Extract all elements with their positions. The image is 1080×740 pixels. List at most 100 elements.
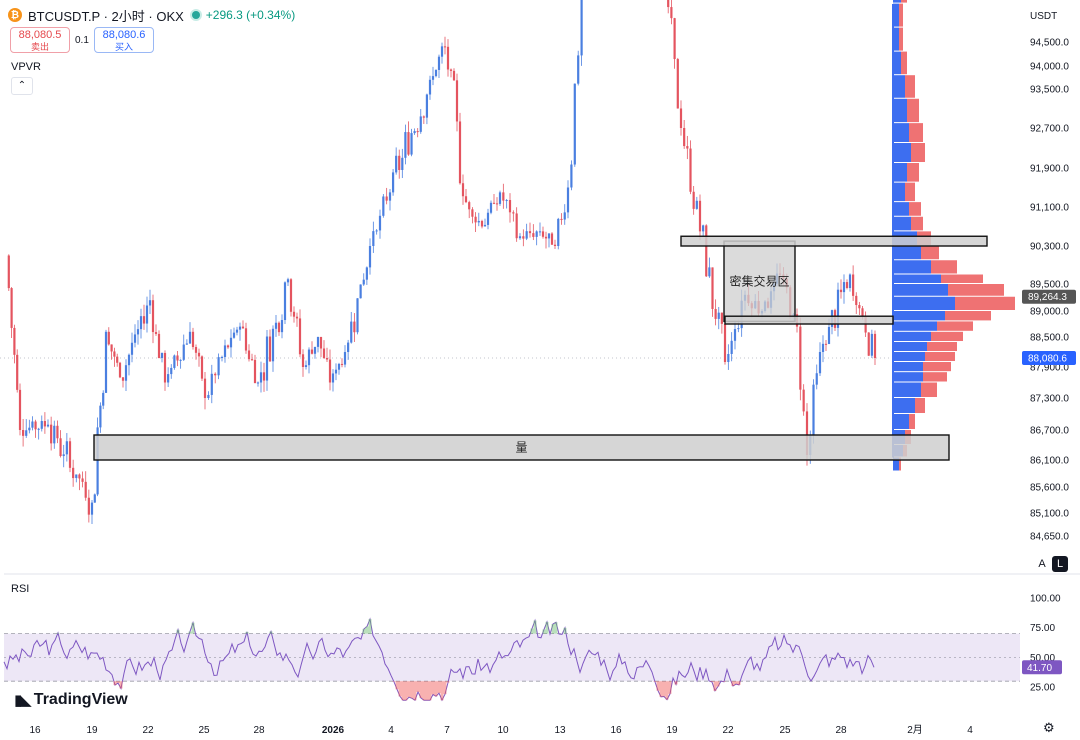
chevron-up-icon[interactable]: ⌃ [11, 77, 33, 95]
vp-down-bar [925, 352, 955, 361]
vp-up-bar [893, 51, 901, 75]
candle-body [428, 79, 432, 95]
vp-down-bar [905, 182, 915, 202]
vp-up-bar [893, 3, 899, 27]
price-tick-label: 84,650.0 [1030, 532, 1069, 543]
candle-body [573, 83, 576, 165]
candle-body [359, 284, 362, 299]
candle-body [223, 345, 227, 357]
candle-body [292, 311, 296, 317]
candle-body [404, 132, 407, 158]
zone-box [723, 240, 796, 323]
candle-body [13, 327, 16, 355]
candle-body [102, 392, 105, 406]
candle-body [815, 373, 818, 385]
price-tick-label: 87,300.0 [1030, 394, 1069, 405]
candle-body [398, 155, 401, 170]
candle-body [214, 373, 217, 376]
buy-label: 买入 [114, 42, 133, 52]
auto-scale-button[interactable]: A [1038, 558, 1046, 570]
candle-body [289, 279, 293, 312]
vp-up-bar [893, 342, 927, 351]
candle-body [18, 389, 22, 430]
candle-body [197, 352, 201, 357]
candle-body [480, 220, 484, 227]
candle-body [416, 131, 419, 133]
candle-body [802, 389, 805, 412]
candle-body [337, 363, 341, 370]
candle-body [96, 427, 99, 495]
candle-body [316, 337, 320, 347]
vpvr-indicator-label[interactable]: VPVR [11, 61, 41, 73]
tradingview-logo[interactable]: ▮◣ TradingView [14, 691, 128, 709]
buy-price: 88,080.6 [102, 29, 146, 41]
vp-up-bar [893, 372, 923, 382]
rsi-indicator-label[interactable]: RSI [11, 583, 30, 595]
vp-up-bar [893, 352, 925, 361]
candle-body [557, 218, 560, 246]
candle-body [563, 212, 566, 220]
gear-icon[interactable]: ⚙ [1043, 720, 1055, 735]
candle-body [331, 373, 335, 383]
candle-body [194, 347, 198, 353]
candle-body [319, 337, 323, 349]
candle-body [107, 331, 110, 345]
vp-down-bar [941, 274, 983, 283]
candle-body [388, 192, 392, 201]
vp-down-bar [927, 342, 957, 351]
symbol-header[interactable]: ₿ BTCUSDT.P · 2小时 · OKX +296.3 (+0.34%) [8, 6, 295, 24]
candle-body [553, 244, 557, 246]
candle-body [176, 355, 179, 361]
candle-body [170, 367, 173, 375]
vp-down-bar [915, 398, 925, 413]
poc-price-label: 89,264.3 [1028, 292, 1067, 303]
candle-body [425, 94, 429, 118]
candle-body [283, 282, 287, 321]
price-tick-label: 94,000.0 [1030, 62, 1069, 73]
candle-body [31, 421, 34, 428]
candle-body [40, 421, 43, 429]
price-tick-label: 91,900.0 [1030, 164, 1069, 175]
candle-body [391, 172, 395, 193]
vp-down-bar [937, 321, 973, 331]
candle-body [679, 108, 683, 128]
candle-body [116, 356, 119, 363]
buy-button[interactable]: 88,080.6 买入 [94, 27, 154, 53]
candle-body [271, 328, 275, 362]
candle-body [824, 343, 828, 345]
vp-up-bar [893, 246, 921, 260]
candle-body [7, 255, 10, 289]
vp-up-bar [893, 27, 899, 51]
last-price-label: 88,080.6 [1028, 353, 1067, 364]
price-tick-label: 94,500.0 [1030, 38, 1069, 49]
price-change: +296.3 (+0.34%) [205, 8, 296, 22]
candle-body [870, 333, 873, 356]
candle-body [452, 70, 456, 81]
candle-body [368, 246, 372, 268]
candle-body [217, 357, 220, 376]
rsi-tick-label: 25.00 [1030, 683, 1055, 694]
log-scale-button[interactable]: L [1052, 556, 1068, 572]
time-tick-label: 16 [610, 725, 622, 736]
candle-body [528, 231, 532, 234]
candle-body [28, 427, 31, 431]
candle-body [723, 323, 727, 362]
candle-body [378, 215, 382, 231]
zone-label: 量 [515, 441, 527, 455]
candle-body [489, 202, 493, 213]
candle-body [413, 131, 416, 134]
currency-label: USDT [1030, 11, 1057, 22]
time-tick-label: 22 [722, 725, 734, 736]
candle-body [483, 224, 487, 227]
candle-body [160, 352, 164, 359]
candle-body [253, 359, 257, 384]
vp-up-bar [893, 284, 948, 296]
candle-body [226, 345, 230, 348]
candle-body [268, 336, 272, 362]
vp-up-bar [893, 143, 911, 162]
vp-up-bar [893, 98, 907, 123]
sell-button[interactable]: 88,080.5 卖出 [10, 27, 70, 53]
time-tick-label: 16 [29, 725, 41, 736]
vp-up-bar [893, 123, 909, 142]
